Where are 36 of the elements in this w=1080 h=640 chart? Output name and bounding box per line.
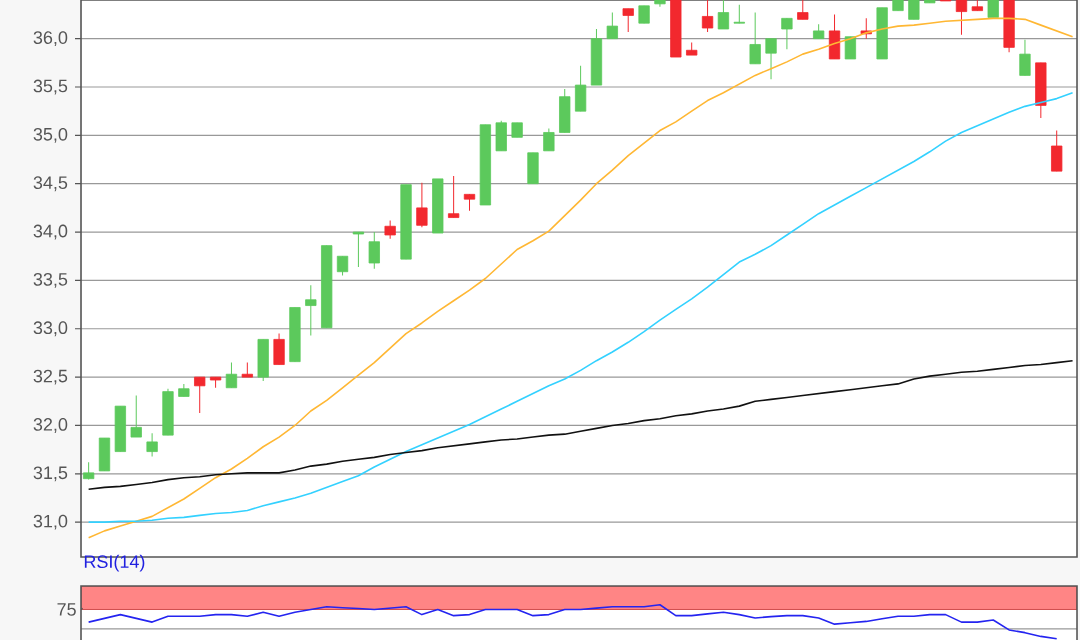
candlestick — [416, 182, 428, 228]
candlestick — [622, 8, 634, 33]
y-tick-label: 32,0 — [33, 418, 68, 433]
candlestick — [146, 432, 158, 457]
candlestick — [384, 219, 396, 240]
candlestick — [336, 255, 349, 277]
y-tick-label: 31,5 — [33, 466, 68, 482]
y-tick-label: 35,0 — [33, 127, 68, 143]
candlestick — [1019, 39, 1031, 76]
candlestick — [765, 38, 777, 80]
candlestick — [352, 231, 365, 268]
candlestick — [225, 362, 238, 389]
chart-title: RSI(14) — [84, 554, 145, 572]
candlestick — [955, 0, 968, 36]
candlestick — [194, 376, 206, 414]
candlestick — [701, 0, 714, 33]
candlestick — [717, 0, 730, 30]
candlestick — [781, 17, 793, 50]
candlestick — [733, 4, 745, 24]
candlestick — [844, 36, 857, 60]
y-tick-label: 33,5 — [33, 272, 68, 288]
candlestick — [543, 128, 555, 152]
candlestick — [305, 284, 317, 337]
y-tick-label: 34,5 — [33, 176, 68, 192]
candlestick — [749, 12, 761, 65]
candlestick — [130, 395, 142, 438]
y-tick-label: 31,0 — [33, 514, 68, 530]
y-tick-label: 35,5 — [33, 79, 68, 95]
y-tick-label: 33,0 — [33, 321, 68, 337]
y-tick-label: 32,5 — [33, 369, 68, 385]
text: 75 — [57, 603, 76, 616]
y-tick-label: 34,0 — [33, 224, 68, 240]
candlestick — [448, 175, 460, 219]
candlestick — [368, 231, 380, 270]
y-tick-label: 36,0 — [33, 31, 68, 47]
candlestick — [606, 12, 618, 40]
